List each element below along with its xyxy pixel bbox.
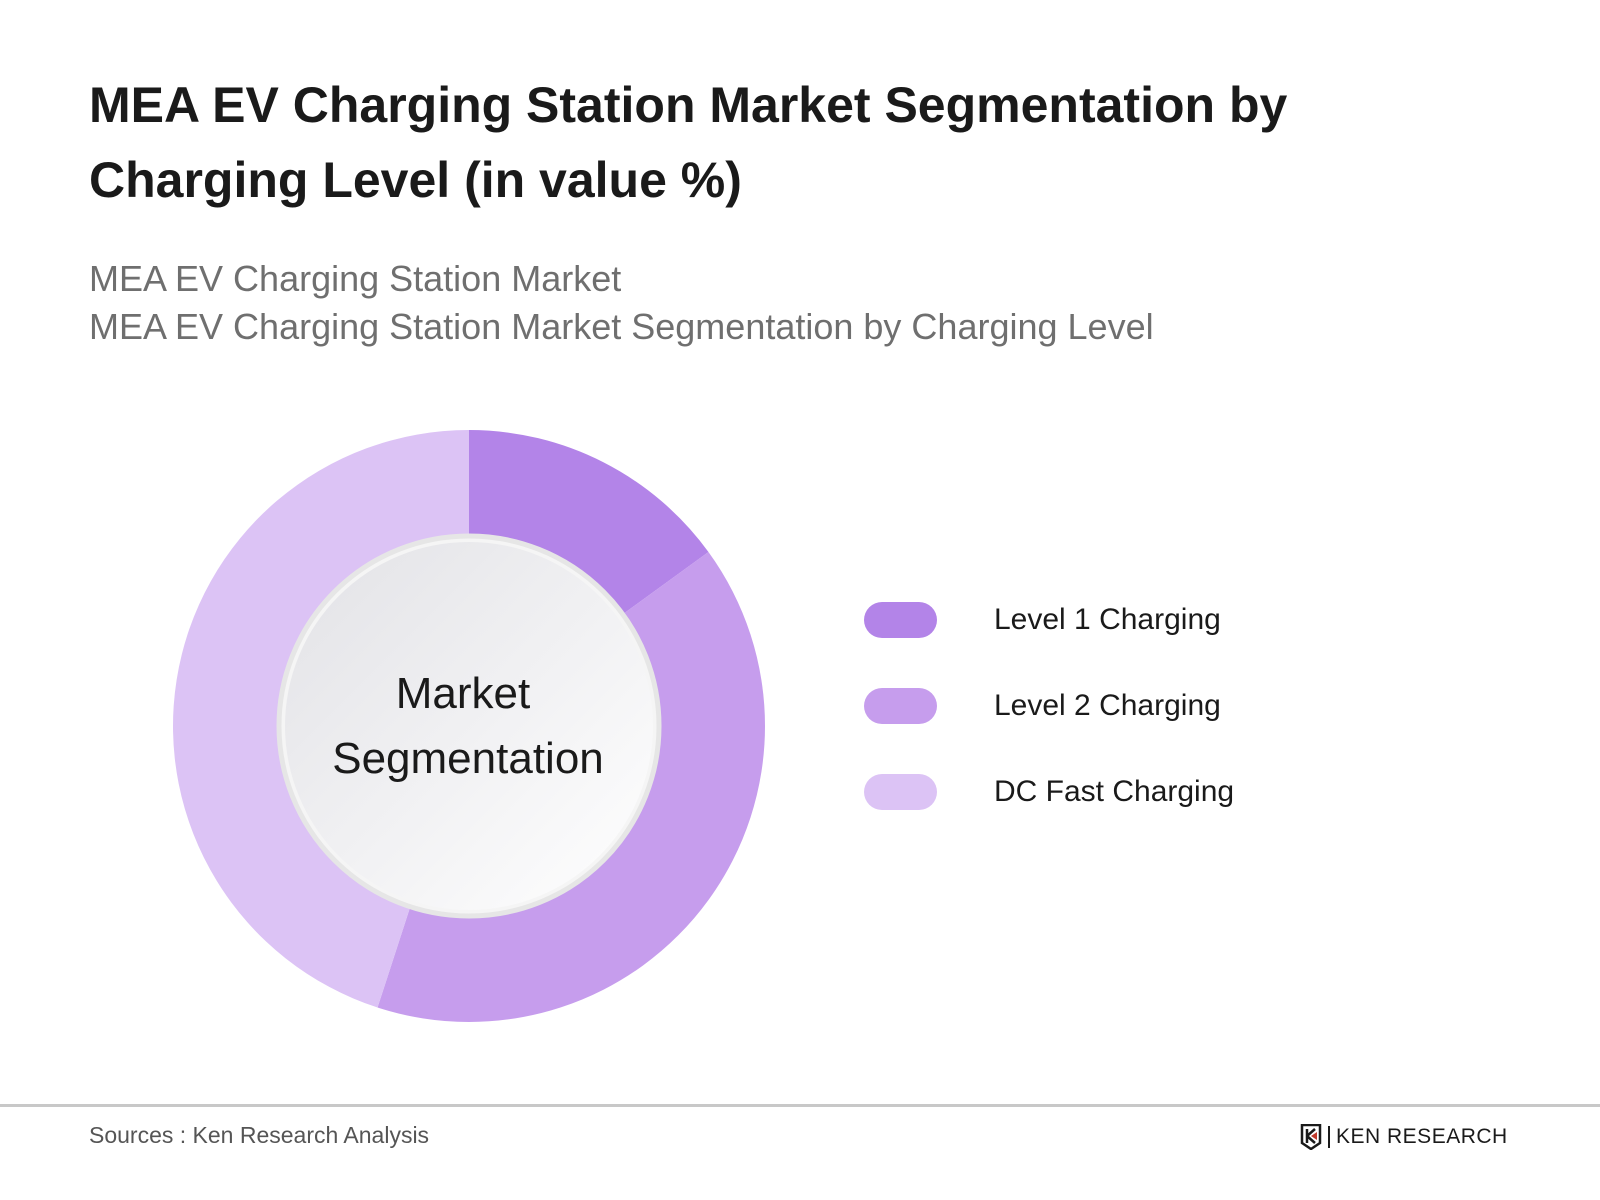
- footer-divider: [0, 1104, 1600, 1107]
- legend-swatch: [864, 688, 937, 724]
- legend-swatch: [864, 602, 937, 638]
- ken-research-logo: KEN RESEARCH: [1300, 1124, 1508, 1150]
- center-label-line1: Market: [396, 669, 530, 718]
- legend-label: Level 2 Charging: [994, 689, 1221, 722]
- donut-chart: Market Segmentation: [172, 430, 766, 1023]
- center-label-line2: Segmentation: [332, 734, 604, 783]
- chart-title: MEA EV Charging Station Market Segmentat…: [89, 77, 1288, 208]
- logo-divider: [1328, 1126, 1330, 1148]
- legend-item-level1: Level 1 Charging: [864, 600, 1221, 640]
- ken-logo-icon: [1300, 1124, 1322, 1150]
- legend-item-dc-fast: DC Fast Charging: [864, 772, 1234, 812]
- sources-text: Sources : Ken Research Analysis: [89, 1122, 430, 1148]
- legend-swatch: [864, 774, 937, 810]
- logo-text: KEN RESEARCH: [1336, 1125, 1508, 1148]
- subtitle-market: MEA EV Charging Station Market: [89, 258, 622, 299]
- legend-label: Level 1 Charging: [994, 603, 1221, 636]
- legend-item-level2: Level 2 Charging: [864, 686, 1221, 726]
- subtitle-segmentation: MEA EV Charging Station Market Segmentat…: [89, 306, 1154, 347]
- legend-label: DC Fast Charging: [994, 775, 1235, 808]
- donut-center: [285, 542, 653, 910]
